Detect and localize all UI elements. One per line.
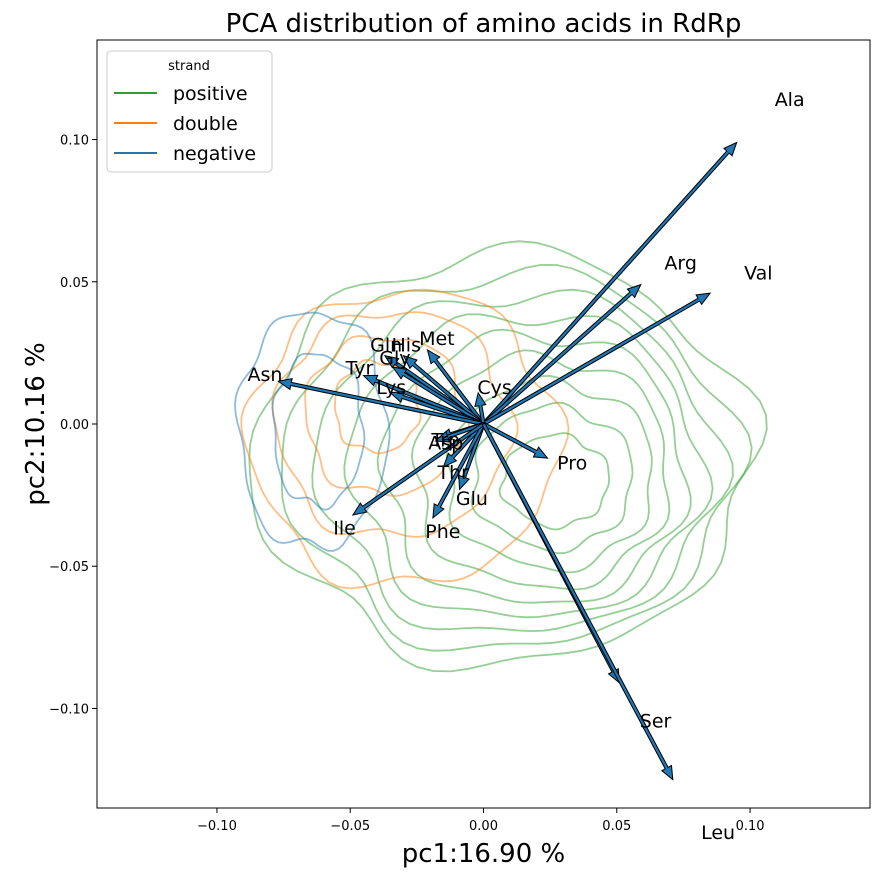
- arrow-leu: [481, 422, 674, 781]
- legend-title: strand: [168, 59, 210, 74]
- y-tick-label: 0.00: [60, 418, 89, 433]
- contour-negative: [271, 352, 366, 511]
- x-tick-label: 0.05: [602, 819, 631, 834]
- x-tick-label: −0.05: [330, 819, 370, 834]
- legend: strand positive double negative: [106, 50, 273, 173]
- y-tick-label: 0.05: [60, 276, 89, 291]
- arrow-label-ser: Ser: [640, 711, 672, 733]
- arrow-label-ile: Ile: [333, 518, 356, 540]
- x-tick-label: −0.10: [197, 819, 237, 834]
- loading-arrows: [277, 141, 738, 781]
- arrow-phe: [432, 422, 486, 520]
- contour-positive: [445, 374, 653, 574]
- arrow-label-pro: Pro: [557, 452, 587, 474]
- arrow-label-trp: Trp: [430, 429, 460, 451]
- arrow-glu: [458, 422, 486, 491]
- arrow-label-lys: Lys: [376, 377, 406, 399]
- arrow-label-ala: Ala: [775, 89, 805, 111]
- chart-title: PCA distribution of amino acids in RdRp: [226, 9, 742, 39]
- x-tick-label: 0.10: [736, 819, 765, 834]
- contour-positive: [470, 401, 634, 555]
- arrow-cys: [474, 391, 487, 425]
- legend-label-positive: positive: [173, 83, 248, 105]
- legend-label-double: double: [173, 113, 238, 135]
- x-tick-label: 0.00: [469, 819, 498, 834]
- contour-double: [304, 335, 470, 497]
- contour-double: [240, 288, 570, 590]
- contour-positive: [311, 288, 734, 633]
- arrow-label-asn: Asn: [248, 364, 283, 386]
- contour-positive: [280, 263, 753, 652]
- arrow-label-gly: Gly: [379, 348, 410, 370]
- y-axis-label: pc2:10.16 %: [21, 342, 51, 506]
- y-axis-ticks: −0.10 −0.05 0.00 0.05 0.10: [49, 134, 97, 717]
- arrow-label-thr: Thr: [437, 462, 470, 484]
- y-tick-label: −0.05: [49, 560, 89, 575]
- arrow-pro: [482, 421, 549, 459]
- arrow-ala: [481, 141, 738, 426]
- x-axis-ticks: −0.10 −0.05 0.00 0.05 0.10: [197, 808, 765, 834]
- arrow-label-val: Val: [744, 263, 772, 285]
- legend-label-negative: negative: [173, 143, 256, 165]
- arrow-label-leu: Leu: [701, 822, 735, 844]
- density-contours: [234, 240, 768, 673]
- arrow-label-asp: Asp: [428, 433, 463, 455]
- arrow-label-gln: Gln: [370, 335, 402, 357]
- arrow-ile: [351, 422, 486, 516]
- arrow-label-phe: Phe: [425, 521, 460, 543]
- y-tick-label: −0.10: [49, 702, 89, 717]
- arrow-label-tyr: Tyr: [345, 357, 374, 379]
- arrow-label-glu: Glu: [456, 488, 488, 510]
- arrow-label-cys: Cys: [477, 377, 511, 399]
- contour-positive: [376, 328, 692, 604]
- arrow-val: [482, 292, 712, 427]
- x-axis-label: pc1:16.90 %: [402, 839, 566, 869]
- contour-negative: [234, 311, 391, 552]
- arrow-label-arg: Arg: [664, 253, 697, 275]
- arrow-label-met: Met: [419, 328, 455, 350]
- y-tick-label: 0.10: [60, 134, 89, 149]
- arrow-asn: [277, 377, 485, 427]
- arrow-arg: [481, 283, 642, 426]
- legend-box: [106, 50, 273, 173]
- contour-positive: [343, 313, 714, 619]
- arrow-label-his: His: [392, 335, 421, 357]
- contour-positive: [498, 432, 610, 531]
